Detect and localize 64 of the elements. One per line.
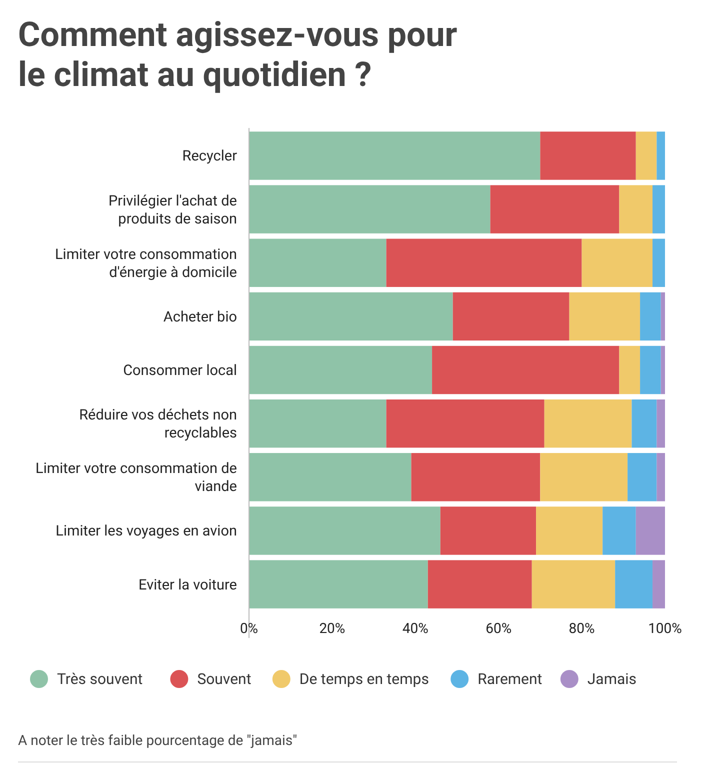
bar: [452, 292, 570, 341]
legend-label: Très souvent: [57, 670, 143, 688]
legend-label: De temps en temps: [299, 670, 429, 688]
bar: [636, 506, 665, 555]
y-tick-label: Recycler: [182, 148, 238, 165]
bar: [628, 453, 657, 502]
legend-label: Souvent: [197, 670, 252, 688]
x-tick-label: 60%: [486, 621, 512, 637]
bar: [249, 560, 428, 608]
x-tick-label: 20%: [319, 621, 346, 637]
y-tick-label: Consommer local: [123, 362, 237, 379]
bar: [632, 399, 657, 448]
y-tick-label: Réduire vos déchets non recyclables: [79, 406, 237, 442]
legend-label: Jamais: [587, 670, 637, 688]
bar: [249, 506, 440, 555]
bar: [428, 560, 532, 608]
bar: [544, 399, 632, 448]
legend-label: Rarement: [478, 670, 542, 688]
y-tick-label: Acheter bio: [163, 308, 237, 326]
x-tick-label: 40%: [402, 621, 428, 637]
y-tick-label: Eviter la voiture: [138, 576, 238, 594]
bar: [490, 185, 620, 234]
chart-title: Comment agissez-vous pour le climat au quotidien ?: [18, 15, 458, 95]
x-tick-label: 0%: [240, 621, 258, 637]
bar: [619, 346, 640, 394]
y-tick-label: Limiter votre consommation de viande: [36, 460, 238, 496]
y-tick-label: Privilégier l'achat de produits de saison: [108, 192, 238, 228]
x-tick-label: 80%: [568, 621, 595, 637]
bar: [660, 292, 665, 341]
bar: [656, 453, 665, 502]
bar: [540, 453, 628, 502]
bar: [249, 132, 540, 180]
bar: [411, 453, 540, 502]
bar: [660, 346, 665, 394]
bar: [602, 506, 636, 555]
bar: [636, 132, 657, 180]
bar: [386, 399, 544, 448]
bar: [249, 346, 432, 394]
y-tick-label: Limiter les voyages en avion: [56, 522, 237, 540]
bar: [249, 453, 412, 502]
bar: [656, 132, 665, 180]
bar: [536, 506, 603, 555]
bar: [440, 506, 536, 555]
bar: [249, 185, 490, 234]
bar: [582, 238, 653, 287]
bar: [532, 560, 616, 608]
bar: [249, 399, 386, 448]
bar: [640, 292, 661, 341]
bar: [540, 132, 636, 180]
bar: [652, 185, 665, 234]
bar: [249, 292, 453, 341]
bar: [619, 185, 653, 234]
bar: [249, 238, 386, 287]
text: A noter le très faible pourcentage de "jamais": [18, 733, 298, 749]
bar: [652, 238, 665, 287]
bar: [386, 238, 582, 287]
bar: [615, 560, 653, 608]
bar: [432, 346, 620, 394]
bar: [640, 346, 661, 394]
bar: [569, 292, 640, 341]
x-tick-label: 100%: [648, 621, 682, 637]
bar: [656, 399, 665, 448]
y-tick-label: Limiter votre consommation d'énergie à domicile: [54, 246, 238, 281]
bar: [652, 560, 665, 608]
